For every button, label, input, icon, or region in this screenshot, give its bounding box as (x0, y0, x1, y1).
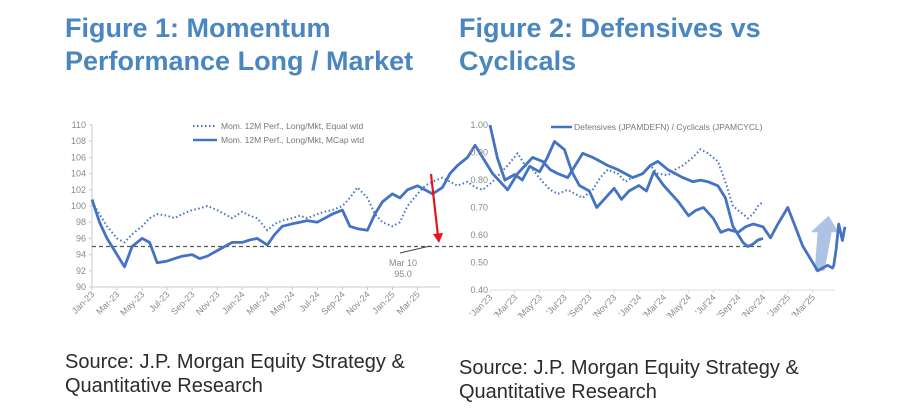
fig2-x-tick-label: 'May'24 (664, 292, 693, 321)
fig1-x-tick-label: May-23 (118, 289, 146, 317)
fig2-y-tick-label: 0.40 (470, 285, 488, 295)
figure2-title-line2: Cyclicals (459, 46, 577, 76)
figure2-source-line1: Source: J.P. Morgan Equity Strategy & (459, 357, 799, 379)
fig2-x-tick-label: 'Mar'25 (790, 292, 818, 320)
figure2-title: Figure 2: Defensives vs Cyclicals (459, 12, 761, 78)
fig1-y-tick-label: 94 (76, 250, 86, 260)
fig2-x-tick-label: 'Sep'23 (566, 292, 594, 320)
figure1-source-line1: Source: J.P. Morgan Equity Strategy & (65, 351, 405, 373)
fig2-x-tick-label: 'Jan'24 (616, 292, 643, 319)
fig2-legend-label: Defensives (JPAMDEFN) / Cyclicals (JPAMC… (574, 122, 763, 132)
fig1-x-tick-label: Jan-23 (70, 289, 97, 316)
fig1-annotation-leader-line (399, 245, 431, 254)
figure2-source-line2: Quantitative Research (459, 381, 657, 403)
fig2-x-tick-label: 'Jan'25 (765, 292, 792, 319)
fig2-x-tick-label: 'Jan'23 (468, 292, 495, 319)
figure2-source: Source: J.P. Morgan Equity Strategy & Qu… (459, 356, 799, 404)
fig2-y-tick-label: 0.90 (470, 148, 488, 158)
fig1-x-tick-label: May-24 (268, 289, 296, 317)
figure1-source-line2: Quantitative Research (65, 375, 263, 397)
figure2-title-line1: Figure 2: Defensives vs (459, 13, 761, 43)
fig1-x-tick-label: Nov-23 (194, 289, 222, 317)
fig2-x-tick-label: 'May'23 (515, 292, 544, 321)
figure1-title-line1: Figure 1: Momentum (65, 13, 331, 43)
fig2-up-arrow-icon (810, 215, 839, 271)
fig1-y-tick-label: 92 (76, 266, 86, 276)
fig1-legend-label-equal-wtd: Mom. 12M Perf., Long/Mkt, Equal wtd (221, 121, 363, 131)
fig2-y-tick-label: 1.00 (470, 120, 488, 130)
fig1-x-tick-label: Mar-25 (395, 289, 422, 316)
fig1-x-tick-label: Nov-24 (344, 289, 372, 317)
fig1-x-tick-label: Jan-24 (220, 289, 247, 316)
fig2-x-tick-label: 'Mar'23 (492, 292, 520, 320)
fig1-y-tick-label: 100 (71, 201, 86, 211)
fig1-y-tick-label: 110 (72, 120, 86, 130)
fig2-y-tick-label: 0.50 (470, 258, 488, 268)
fig1-x-tick-label: Mar-24 (244, 289, 271, 316)
fig1-series-equal-wtd-line (91, 148, 764, 244)
fig2-x-tick-label: 'Nov'24 (740, 292, 768, 320)
fig1-annotation-date: Mar 10 (389, 258, 417, 268)
fig1-x-tick-label: Sep-24 (319, 289, 347, 317)
fig2-y-tick-label: 0.80 (470, 175, 488, 185)
fig2-x-tick-label: 'Mar'24 (641, 292, 669, 320)
fig2-y-tick-label: 0.60 (470, 230, 488, 240)
fig1-y-tick-label: 104 (71, 169, 86, 179)
fig1-y-tick-label: 98 (76, 217, 86, 227)
fig1-y-tick-label: 96 (76, 233, 86, 243)
fig1-y-tick-label: 90 (76, 282, 86, 292)
fig1-x-tick-label: Jan-25 (370, 289, 397, 316)
fig1-red-arrow-head-icon (433, 233, 443, 243)
figure1-title: Figure 1: Momentum Performance Long / Ma… (65, 12, 413, 78)
fig1-red-arrow-shaft (429, 173, 440, 237)
fig1-x-tick-label: Mar-23 (94, 289, 121, 316)
fig1-y-tick-label: 108 (71, 136, 86, 146)
fig1-legend-label-mcap-wtd: Mom. 12M Perf., Long/Mkt, MCap wtd (221, 135, 364, 145)
figure1-source: Source: J.P. Morgan Equity Strategy & Qu… (65, 350, 405, 398)
fig2-x-tick-label: 'Nov'23 (591, 292, 619, 320)
fig2-x-tick-label: 'Sep'24 (715, 292, 743, 320)
fig1-annotation-value: 95.0 (394, 269, 412, 279)
fig1-series-mcap-wtd-line (90, 143, 764, 269)
fig1-x-tick-label: Sep-23 (169, 289, 197, 317)
fig1-y-tick-label: 106 (71, 152, 86, 162)
fig1-y-tick-label: 102 (71, 185, 86, 195)
figure1-title-line2: Performance Long / Market (65, 46, 414, 76)
fig2-y-tick-label: 0.70 (470, 203, 488, 213)
fig2-series-defensives-cyclicals-line (488, 124, 847, 273)
